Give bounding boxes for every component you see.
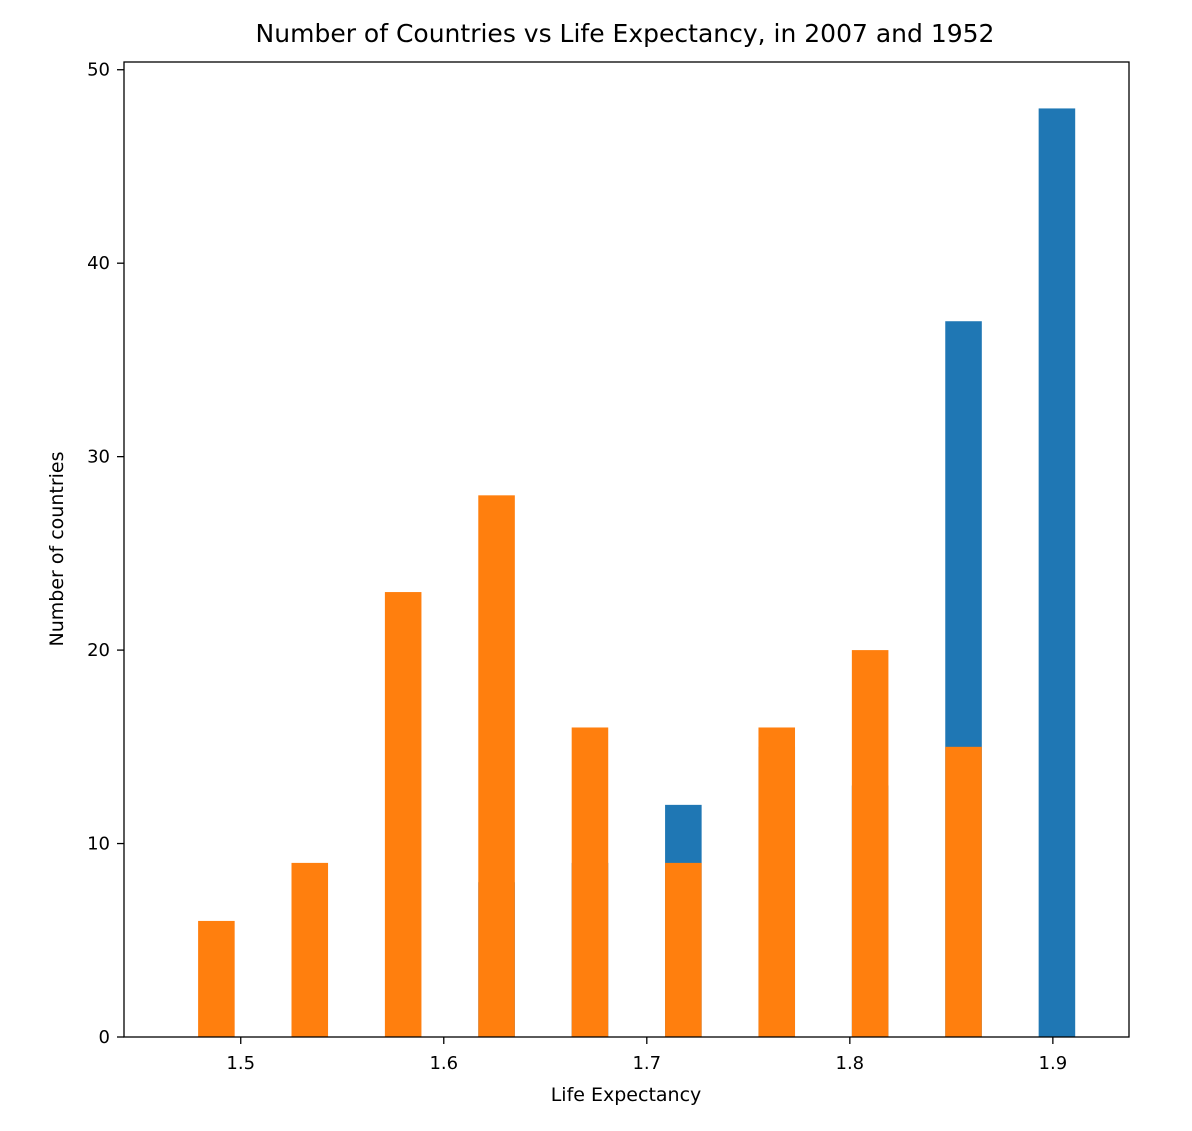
x-tick-label-2: 1.6 bbox=[429, 1053, 458, 1074]
y-tick-label-5: 40 bbox=[87, 253, 110, 274]
y-tick-label-3: 20 bbox=[87, 640, 110, 661]
x-axis-label: Life Expectancy bbox=[551, 1084, 702, 1106]
x-tick-label-5: 1.9 bbox=[1039, 1053, 1068, 1074]
y-tick-label-6: 50 bbox=[87, 60, 110, 81]
y-axis-label: Number of countries bbox=[46, 451, 68, 646]
x-tick-label-1: 1.5 bbox=[226, 1053, 255, 1074]
bar-series-2-5 bbox=[571, 727, 609, 1037]
x-tick-label-4: 1.8 bbox=[836, 1053, 865, 1074]
bar-series-2-1 bbox=[198, 920, 235, 1037]
bar-series-2-2 bbox=[291, 862, 329, 1037]
bar-series-1-10 bbox=[1038, 108, 1076, 1038]
y-axis: 0 10 20 30 40 50 bbox=[87, 60, 124, 1048]
plot-area: 1.5 1.6 1.7 1.8 1.9 0 10 20 30 40 50 bbox=[87, 60, 1130, 1074]
plot-frame bbox=[123, 61, 1130, 1038]
bars-layer bbox=[198, 108, 1076, 1038]
x-axis: 1.5 1.6 1.7 1.8 1.9 bbox=[226, 1037, 1067, 1074]
bar-series-2-4 bbox=[478, 495, 515, 1038]
bar-series-2-9 bbox=[945, 746, 982, 1037]
y-tick-label-1: 0 bbox=[99, 1027, 110, 1048]
bar-series-2-8 bbox=[851, 650, 889, 1037]
bar-series-2-7 bbox=[758, 727, 796, 1037]
y-tick-label-2: 10 bbox=[87, 834, 110, 855]
chart-title: Number of Countries vs Life Expectancy, … bbox=[256, 19, 995, 48]
x-tick-label-3: 1.7 bbox=[632, 1053, 661, 1074]
bar-series-2-6 bbox=[665, 862, 702, 1037]
y-tick-label-4: 30 bbox=[87, 447, 110, 468]
bar-series-2-3 bbox=[384, 592, 422, 1037]
